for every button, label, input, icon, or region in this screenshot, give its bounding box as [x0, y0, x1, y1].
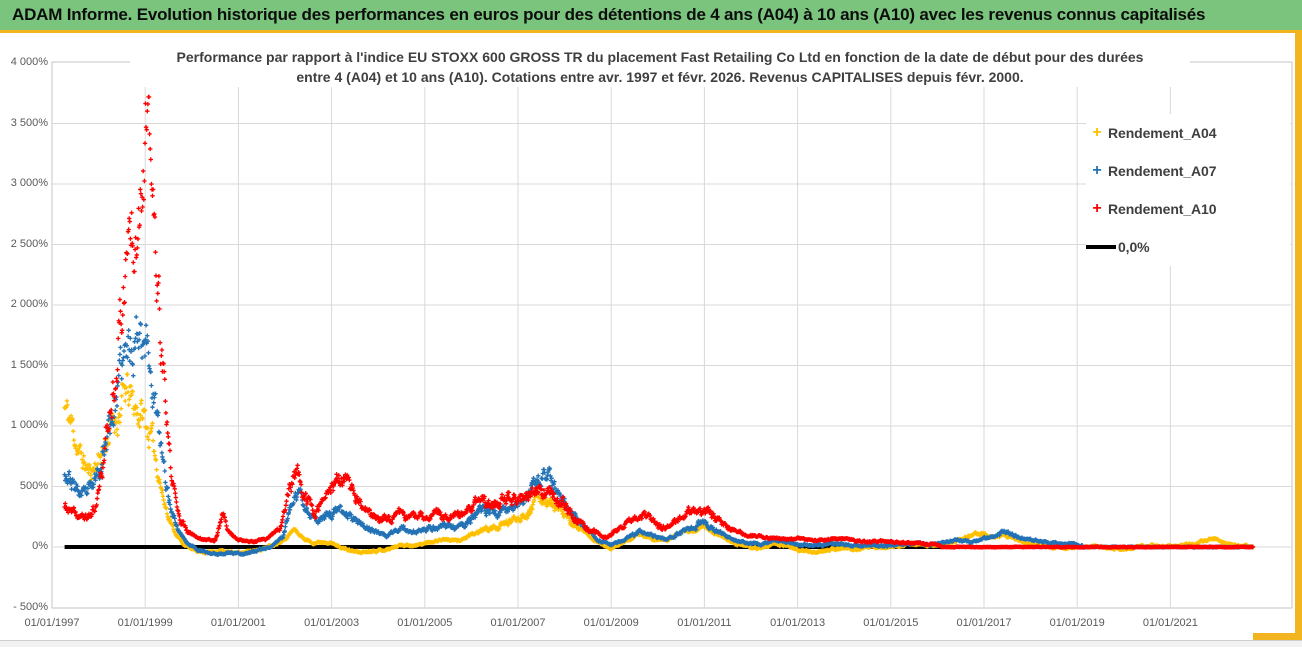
report-title: ADAM Informe. Evolution historique des p…	[12, 5, 1206, 24]
gridlines	[51, 61, 1293, 609]
legend-item-rendement-a04[interactable]: + Rendement_A04	[1086, 114, 1290, 152]
plus-marker-icon: +	[1092, 124, 1102, 141]
x-axis-tick-label: 01/01/2009	[583, 617, 639, 629]
y-axis-tick-label: 1 000%	[10, 419, 48, 431]
legend-label: Rendement_A04	[1108, 125, 1217, 141]
x-axis-tick-label: 01/01/1997	[24, 617, 80, 629]
y-axis-tick-label: 2 500%	[10, 237, 48, 250]
chart-border-top	[0, 30, 1302, 33]
legend-item-zero-line[interactable]: 0,0%	[1086, 228, 1290, 266]
x-axis-tick-label: 01/01/2001	[210, 617, 266, 629]
x-axis-tick-label: 01/01/1999	[117, 617, 173, 629]
y-axis-tick-label: - 500%	[13, 600, 48, 613]
x-axis-tick-label: 01/01/2017	[956, 617, 1012, 629]
plot-area	[51, 61, 1293, 609]
legend-item-rendement-a10[interactable]: + Rendement_A10	[1086, 190, 1290, 228]
zero-line-icon	[1086, 245, 1116, 249]
x-axis-tick-label: 01/01/2011	[677, 617, 732, 629]
bottom-strip	[0, 641, 1302, 647]
y-axis-tick-label: 1 500%	[10, 358, 48, 371]
chart-title-line-2: entre 4 (A04) et 10 ans (A10). Cotations…	[296, 69, 1024, 85]
legend-label: Rendement_A10	[1108, 201, 1217, 217]
y-axis-tick-label: 3 000%	[10, 177, 48, 189]
scatter-rendement_a10	[62, 94, 1256, 550]
report-header-bar: ADAM Informe. Evolution historique des p…	[0, 0, 1302, 30]
chart-legend: + Rendement_A04 + Rendement_A07 + Rendem…	[1086, 114, 1290, 266]
x-axis-tick-label: 01/01/2019	[1049, 617, 1105, 629]
chart-border-right	[1295, 30, 1302, 642]
x-axis-tick-label: 01/01/2015	[863, 617, 919, 629]
x-axis-tick-label: 01/01/2021	[1142, 617, 1198, 629]
x-axis-tick-label: 01/01/2003	[304, 617, 360, 629]
x-axis-tick-label: 01/01/2005	[397, 617, 453, 629]
x-axis-tick-label: 01/01/2007	[490, 617, 546, 629]
plus-marker-icon: +	[1092, 200, 1102, 217]
bottom-divider	[0, 640, 1302, 641]
y-axis-tick-label: 4 000%	[10, 56, 48, 68]
y-axis-tick-label: 2 000%	[10, 298, 48, 310]
legend-label: Rendement_A07	[1108, 163, 1217, 179]
y-axis-tick-label: 500%	[19, 479, 48, 492]
y-axis-tick-label: 3 500%	[10, 116, 48, 129]
legend-item-rendement-a07[interactable]: + Rendement_A07	[1086, 152, 1290, 190]
plus-marker-icon: +	[1092, 162, 1102, 179]
chart-border-corner	[1253, 633, 1302, 642]
chart-title: Performance par rapport à l'indice EU ST…	[130, 47, 1190, 87]
x-axis-tick-label: 01/01/2013	[770, 617, 826, 629]
y-axis-tick-label: 0%	[32, 540, 48, 552]
legend-label: 0,0%	[1118, 239, 1150, 255]
chart-title-line-1: Performance par rapport à l'indice EU ST…	[176, 49, 1144, 65]
